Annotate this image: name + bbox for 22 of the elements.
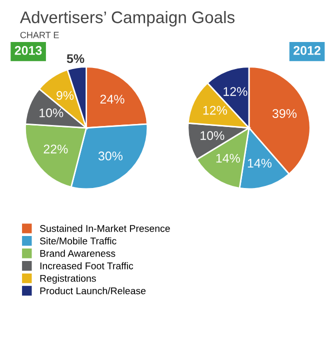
data-label: 22% <box>44 144 68 154</box>
legend-label: Registrations <box>40 274 96 284</box>
legend-label: Site/Mobile Traffic <box>40 237 116 244</box>
legend-label: Brand Awareness <box>40 250 116 257</box>
data-label: 5% <box>66 54 84 64</box>
legend-label: Increased Foot Traffic <box>40 262 134 270</box>
data-label: 24% <box>100 94 124 104</box>
data-label: 39% <box>272 109 297 118</box>
data-label: 10% <box>200 131 224 140</box>
data-label: 12% <box>224 87 248 96</box>
data-label: 14% <box>216 154 240 163</box>
legend-label: Product Launch/Release <box>40 287 146 294</box>
text: CHART E <box>20 32 59 38</box>
data-label: 30% <box>98 152 123 160</box>
legend-label: Sustained In-Market Presence <box>40 224 170 232</box>
data-label: 10% <box>40 108 64 118</box>
data-label: 12% <box>203 106 227 115</box>
text: Advertisers’ Campaign Goals <box>20 10 235 27</box>
chart-title: 2013 <box>14 46 42 55</box>
data-label: 9% <box>56 91 74 100</box>
chart-title: 2012 <box>294 46 320 55</box>
data-label: 14% <box>248 158 272 168</box>
